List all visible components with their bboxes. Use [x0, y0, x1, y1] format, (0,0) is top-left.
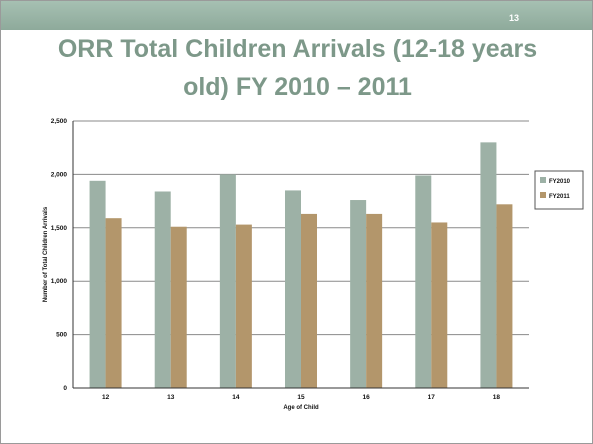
- legend-swatch-fy2010: [540, 177, 546, 183]
- page-number: 13: [508, 13, 519, 23]
- bar-fy2011-age-13: [170, 226, 187, 388]
- bar-fy2011-age-16: [366, 213, 383, 388]
- bar-fy2010-age-14: [219, 174, 236, 388]
- bar-fy2010-age-15: [285, 190, 301, 388]
- bar-fy2011-age-18: [496, 204, 513, 388]
- header-band: [1, 1, 592, 30]
- bars: [89, 142, 513, 388]
- bar-fy2010-age-17: [415, 175, 432, 388]
- x-tick-label: 13: [167, 394, 175, 401]
- slide-title: ORR Total Children Arrivals (12-18 years…: [11, 30, 584, 106]
- bar-fy2011-age-14: [235, 224, 252, 388]
- bar-fy2010-age-18: [480, 142, 497, 388]
- legend-label-fy2010: FY2010: [549, 179, 571, 185]
- y-tick-label: 0: [63, 385, 67, 392]
- x-tick-labels: 12 13 14 15 16 17 18: [102, 394, 500, 401]
- y-tick-label: 1,500: [51, 225, 68, 232]
- y-tick-label: 2,500: [51, 118, 68, 125]
- y-tick-labels: 0 500 1,000 1,500 2,000 2,500: [51, 118, 68, 392]
- bar-fy2010-age-13: [154, 191, 171, 388]
- bar-fy2011-age-12: [105, 218, 122, 388]
- slide-title-line-2: old) FY 2010 – 2011: [183, 73, 412, 101]
- legend-label-fy2011: FY2011: [549, 194, 570, 200]
- slide-title-line-1: ORR Total Children Arrivals (12-18 years: [57, 35, 538, 63]
- legend: FY2010 FY2011: [534, 170, 584, 210]
- y-tick-label: 2,000: [51, 171, 68, 178]
- x-axis-label: Age of Child: [283, 405, 319, 411]
- x-tick-label: 12: [102, 394, 110, 401]
- y-axis-label: Number of Total Children Arrivals: [43, 206, 49, 302]
- y-tick-label: 500: [56, 332, 67, 339]
- bar-fy2011-age-15: [301, 213, 317, 388]
- x-tick-label: 15: [297, 394, 305, 401]
- y-tick-label: 1,000: [51, 278, 68, 285]
- bar-fy2011-age-17: [431, 222, 448, 388]
- bar-fy2010-age-12: [89, 180, 106, 388]
- x-tick-label: 18: [493, 394, 501, 401]
- x-tick-label: 16: [363, 394, 371, 401]
- x-tick-label: 14: [232, 394, 240, 401]
- x-tick-label: 17: [428, 394, 436, 401]
- legend-swatch-fy2011: [540, 192, 546, 198]
- bar-fy2010-age-16: [350, 200, 367, 388]
- legend-box: [534, 170, 584, 210]
